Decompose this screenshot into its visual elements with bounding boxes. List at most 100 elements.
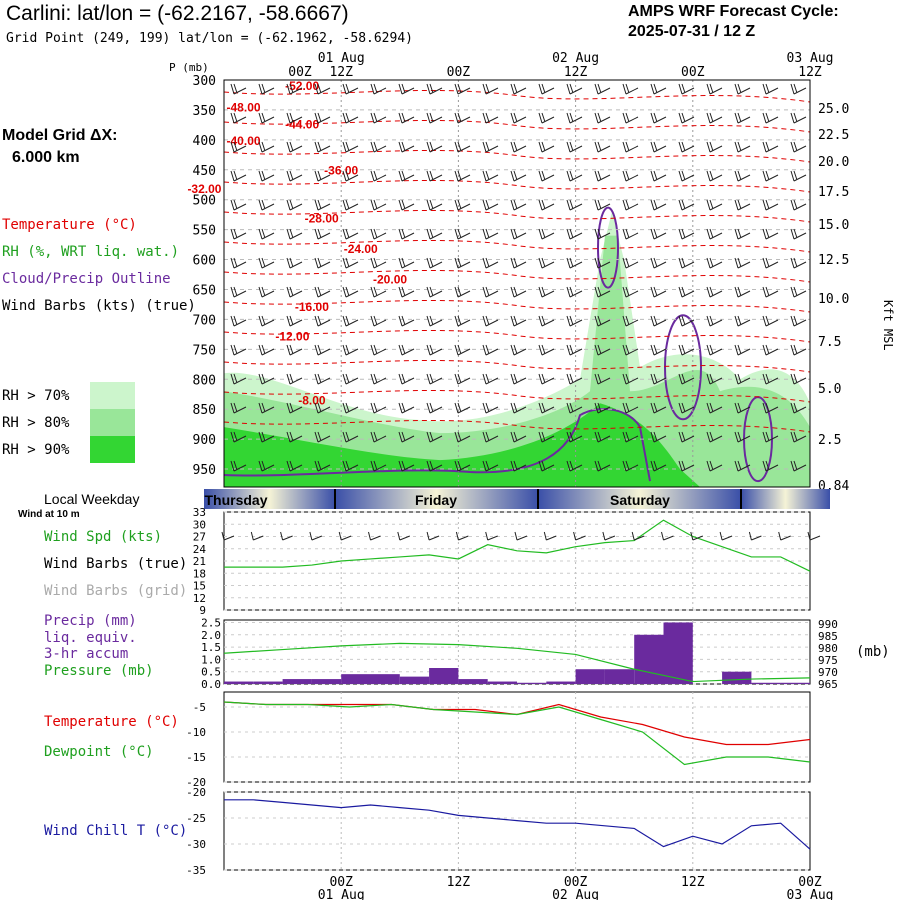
- wind-barb: [650, 257, 667, 269]
- wind-speed-series: [224, 519, 811, 572]
- wind-barb: [566, 373, 583, 385]
- wind-barb: [650, 431, 667, 443]
- wind-barb: [790, 199, 807, 211]
- wind-barb: [594, 344, 611, 356]
- wind-barb: [678, 83, 695, 95]
- wind-barb: [286, 228, 303, 240]
- wind-barb: [706, 344, 723, 356]
- wind-barb: [258, 199, 275, 211]
- weekday-segment: [538, 489, 741, 509]
- wind-barb: [706, 373, 723, 385]
- wind-barb: [370, 83, 387, 95]
- surface-wind-barb: [397, 531, 410, 541]
- wind-barb: [706, 402, 723, 414]
- accum-legend: 3-hr accum: [44, 646, 129, 662]
- wind-barb: [510, 83, 527, 95]
- isotherm-line: [223, 89, 811, 103]
- precip-tick: 1.5: [201, 641, 221, 654]
- isotherm-line: [223, 149, 811, 163]
- surface-wind-barb: [280, 531, 293, 541]
- top-hour-label: 12Z: [798, 65, 822, 80]
- wind-barb: [230, 315, 247, 327]
- surface-wind-barb: [778, 531, 791, 541]
- precip-bar: [399, 676, 430, 684]
- wind-barb: [482, 112, 499, 124]
- temperature-series-legend: Temperature (°C): [44, 714, 179, 730]
- dewpoint-series: [223, 701, 811, 766]
- wind-barb: [594, 170, 611, 182]
- wind-barb: [510, 402, 527, 414]
- wind-barb: [650, 141, 667, 153]
- wind-barb: [594, 431, 611, 443]
- precip-bar: [634, 634, 664, 684]
- wind-chill-tick: -20: [186, 786, 206, 799]
- rh80-region: [224, 235, 810, 487]
- wind-barb: [622, 141, 639, 153]
- wind-barb: [510, 344, 527, 356]
- wind-barb: [566, 257, 583, 269]
- wind-barb: [454, 460, 471, 472]
- precip-tick: 1.0: [201, 653, 221, 666]
- surface-wind-barb: [807, 531, 821, 541]
- wind-barb: [622, 373, 639, 385]
- wind-barb: [314, 112, 331, 124]
- wind-barb: [706, 228, 723, 240]
- wind-barb: [286, 170, 303, 182]
- wind-barb: [538, 228, 555, 240]
- wind-barb: [426, 431, 443, 443]
- wind-barb: [678, 460, 695, 472]
- wind-barb: [342, 460, 359, 472]
- precip-bar: [663, 622, 693, 684]
- wind-chill-tick: -35: [186, 864, 206, 877]
- wind-barb: [622, 228, 639, 240]
- wind-barb: [314, 83, 331, 95]
- wind-barb: [510, 199, 527, 211]
- wind-barb: [734, 199, 751, 211]
- pressure-tick-label: 350: [193, 104, 216, 119]
- isotherm-label: -24.00: [344, 242, 378, 256]
- wind-barb: [762, 344, 779, 356]
- wind-barb: [454, 112, 471, 124]
- wind-barb: [370, 170, 387, 182]
- wind-speed-tick: 33: [193, 506, 206, 519]
- wind-barb: [454, 315, 471, 327]
- wind-barb: [734, 402, 751, 414]
- wind-barb: [790, 112, 807, 124]
- top-date-label: 02 Aug: [552, 51, 599, 66]
- wind-barb: [426, 228, 443, 240]
- weekday-mask: [0, 489, 204, 509]
- wind-barb: [342, 373, 359, 385]
- wind-barb: [370, 373, 387, 385]
- weekday-label: Thursday: [204, 492, 267, 508]
- wind-barb: [678, 286, 695, 298]
- wind-barb: [706, 460, 723, 472]
- wind-barb: [538, 112, 555, 124]
- wind-barb: [734, 83, 751, 95]
- wind-barb: [342, 141, 359, 153]
- wind-barb: [230, 83, 247, 95]
- wind-barb: [734, 257, 751, 269]
- isotherm-label: -8.00: [298, 393, 326, 407]
- wind-barb: [650, 83, 667, 95]
- wind-barb: [398, 257, 415, 269]
- pressure-tick-label: 300: [193, 74, 216, 89]
- precip-bar: [575, 669, 605, 684]
- precip-bar: [311, 679, 342, 684]
- pressure-tick: 985: [818, 630, 838, 643]
- height-tick-label: 2.5: [818, 433, 841, 448]
- wind-barb: [258, 141, 275, 153]
- wind-barb: [790, 141, 807, 153]
- wind-barb: [734, 286, 751, 298]
- wind-barb: [398, 344, 415, 356]
- wind-barb: [538, 373, 555, 385]
- wind-barb: [622, 286, 639, 298]
- wind-barb: [398, 199, 415, 211]
- height-tick-label: 12.5: [818, 253, 849, 268]
- height-tick-label: 10.0: [818, 292, 849, 307]
- wind-barb: [286, 286, 303, 298]
- wind-barb: [650, 344, 667, 356]
- wind-barb: [566, 315, 583, 327]
- wind-barb: [286, 112, 303, 124]
- wind-barb: [566, 228, 583, 240]
- page-title: Carlini: lat/lon = (-62.2167, -58.6667): [6, 2, 349, 25]
